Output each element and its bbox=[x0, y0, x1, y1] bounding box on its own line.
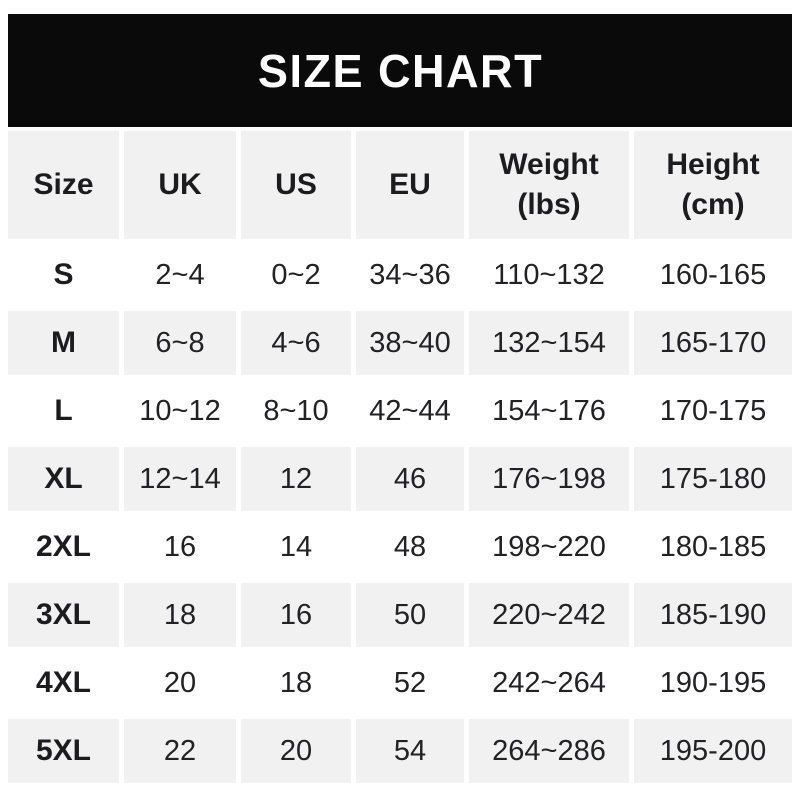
title-banner: SIZE CHART bbox=[8, 14, 792, 127]
table-cell: 176~198 bbox=[469, 447, 629, 511]
table-cell: 12 bbox=[241, 447, 351, 511]
table-cell: 18 bbox=[241, 651, 351, 715]
table-cell: 180-185 bbox=[634, 515, 792, 579]
table-cell: 18 bbox=[124, 583, 236, 647]
table-cell: 160-165 bbox=[634, 243, 792, 307]
size-cell: 5XL bbox=[8, 719, 119, 783]
table-cell: 50 bbox=[356, 583, 464, 647]
table-cell: 22 bbox=[124, 719, 236, 783]
table-cell: 20 bbox=[241, 719, 351, 783]
table-cell: 2~4 bbox=[124, 243, 236, 307]
table-cell: 20 bbox=[124, 651, 236, 715]
column-header-eu: EU bbox=[356, 131, 464, 239]
table-cell: 52 bbox=[356, 651, 464, 715]
table-cell: 54 bbox=[356, 719, 464, 783]
table-cell: 132~154 bbox=[469, 311, 629, 375]
table-cell: 6~8 bbox=[124, 311, 236, 375]
table-cell: 154~176 bbox=[469, 379, 629, 443]
size-cell: 3XL bbox=[8, 583, 119, 647]
size-cell: 2XL bbox=[8, 515, 119, 579]
table-cell: 185-190 bbox=[634, 583, 792, 647]
table-cell: 175-180 bbox=[634, 447, 792, 511]
size-table: Size UK US EU Weight (lbs) Height (cm) S… bbox=[8, 131, 792, 783]
column-header-uk: UK bbox=[124, 131, 236, 239]
table-cell: 242~264 bbox=[469, 651, 629, 715]
size-cell: L bbox=[8, 379, 119, 443]
table-cell: 4~6 bbox=[241, 311, 351, 375]
table-cell: 264~286 bbox=[469, 719, 629, 783]
table-cell: 10~12 bbox=[124, 379, 236, 443]
column-header-height: Height (cm) bbox=[634, 131, 792, 239]
table-cell: 38~40 bbox=[356, 311, 464, 375]
table-cell: 46 bbox=[356, 447, 464, 511]
size-cell: S bbox=[8, 243, 119, 307]
table-cell: 220~242 bbox=[469, 583, 629, 647]
table-cell: 165-170 bbox=[634, 311, 792, 375]
column-header-us: US bbox=[241, 131, 351, 239]
table-cell: 12~14 bbox=[124, 447, 236, 511]
table-cell: 198~220 bbox=[469, 515, 629, 579]
size-chart-panel: SIZE CHART Size UK US EU Weight (lbs) He… bbox=[8, 14, 792, 783]
table-cell: 16 bbox=[241, 583, 351, 647]
page-title: SIZE CHART bbox=[257, 44, 543, 97]
table-cell: 42~44 bbox=[356, 379, 464, 443]
column-header-weight: Weight (lbs) bbox=[469, 131, 629, 239]
size-cell: 4XL bbox=[8, 651, 119, 715]
table-cell: 14 bbox=[241, 515, 351, 579]
column-header-size: Size bbox=[8, 131, 119, 239]
table-cell: 16 bbox=[124, 515, 236, 579]
table-cell: 48 bbox=[356, 515, 464, 579]
table-cell: 195-200 bbox=[634, 719, 792, 783]
size-cell: XL bbox=[8, 447, 119, 511]
table-cell: 170-175 bbox=[634, 379, 792, 443]
size-cell: M bbox=[8, 311, 119, 375]
table-cell: 34~36 bbox=[356, 243, 464, 307]
table-cell: 110~132 bbox=[469, 243, 629, 307]
table-cell: 190-195 bbox=[634, 651, 792, 715]
table-cell: 0~2 bbox=[241, 243, 351, 307]
table-cell: 8~10 bbox=[241, 379, 351, 443]
